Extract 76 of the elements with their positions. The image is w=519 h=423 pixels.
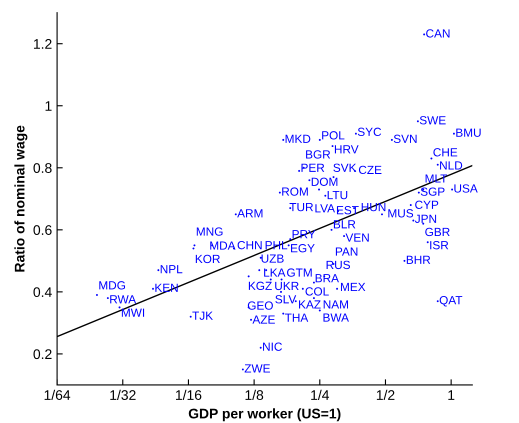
data-label: SYC	[358, 128, 382, 136]
y-tick-label: 1.2	[34, 39, 52, 49]
data-label: GEO	[248, 301, 273, 310]
data-label: COL	[306, 287, 329, 296]
data-label: BWA	[323, 314, 349, 322]
data-label: MKD	[286, 134, 310, 143]
x-tick-label: 1	[448, 390, 454, 400]
data-label: BRA	[316, 274, 339, 282]
data-label: MUS	[388, 209, 414, 218]
data-label: TJK	[192, 312, 213, 320]
y-tick-label: 0.8	[33, 163, 52, 173]
data-label: USA	[454, 184, 478, 193]
data-label: EGY	[291, 244, 315, 252]
y-tick-label: 0.4	[33, 287, 52, 298]
data-label: RUS	[326, 260, 350, 270]
data-label: KGZ	[248, 282, 272, 290]
data-label: RWA	[110, 295, 136, 304]
data-label: NAM	[324, 300, 348, 309]
data-label: UZB	[262, 254, 284, 263]
data-label: VEN	[346, 234, 369, 242]
data-label: QAT	[440, 296, 462, 306]
data-label: DOM	[312, 178, 338, 186]
data-label: SWE	[420, 116, 446, 124]
x-tick-label: 1/16	[176, 390, 202, 400]
x-tick-label: 1/4	[311, 390, 330, 400]
data-label: BHR	[406, 256, 430, 264]
data-label: CZE	[358, 166, 382, 174]
data-label: CYP	[415, 200, 438, 209]
data-label: KAZ	[299, 300, 321, 309]
data-label: NLD	[440, 161, 462, 170]
data-label: NPL	[160, 265, 182, 274]
data-label: GBR	[425, 228, 450, 236]
data-label: CHE	[433, 148, 458, 156]
data-label: MDG	[99, 281, 126, 290]
data-label: PER	[301, 164, 324, 172]
x-tick-label: 1/8	[246, 390, 264, 400]
y-axis-title: Ratio of nominal wage	[14, 126, 28, 272]
data-label: EST	[336, 206, 359, 214]
data-label: GTM	[287, 268, 312, 277]
data-label: MWI	[122, 308, 144, 317]
data-label: BGR	[306, 150, 330, 159]
data-label: ARM	[237, 209, 262, 218]
data-label: UKR	[275, 282, 299, 290]
x-tick-label: 1/2	[376, 390, 394, 400]
data-label: BMU	[456, 128, 481, 137]
x-axis-title: GDP per worker (US=1)	[188, 408, 340, 422]
y-tick-label: 1	[46, 101, 52, 111]
data-label: SVN	[394, 134, 417, 144]
data-label: JPN	[414, 214, 436, 223]
data-label: LKA	[264, 268, 286, 277]
data-label: AZE	[252, 316, 275, 324]
data-label: THA	[284, 314, 308, 322]
data-label: POL	[322, 131, 344, 140]
data-label: MDA	[210, 242, 236, 250]
data-label: NIC	[263, 342, 282, 351]
data-label: TUR	[290, 203, 314, 212]
y-tick-label: 0.6	[33, 225, 52, 235]
data-label: PAN	[336, 248, 358, 256]
data-label: SVK	[333, 164, 356, 172]
data-label: MEX	[340, 282, 366, 291]
x-tick-label: 1/64	[44, 390, 70, 400]
data-label: SGP	[420, 187, 445, 196]
data-label: MNG	[196, 227, 223, 236]
data-label: LVA	[315, 204, 336, 212]
x-tick-label: 1/32	[110, 390, 136, 400]
data-label: SLV	[275, 295, 296, 304]
data-label: ROM	[282, 187, 308, 196]
data-label: BLR	[334, 220, 356, 228]
y-tick-label: 0.2	[33, 349, 52, 360]
data-label: ZWE	[244, 364, 270, 372]
data-label: LTU	[328, 190, 348, 200]
data-label: KOR	[196, 254, 220, 264]
data-label: HRV	[334, 145, 359, 154]
data-label: CHN	[238, 240, 262, 250]
data-label: ISR	[430, 241, 448, 250]
data-label: CAN	[426, 29, 450, 38]
